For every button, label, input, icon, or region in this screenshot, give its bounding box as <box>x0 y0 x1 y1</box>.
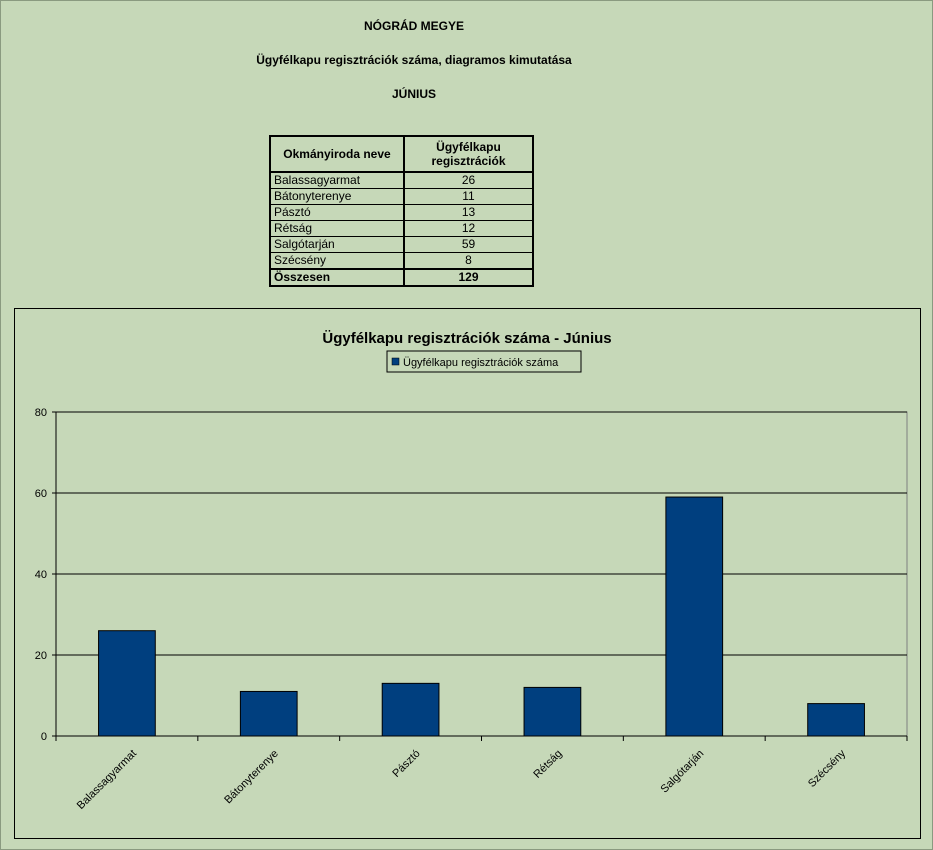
col-header-registrations: Ügyfélkapu regisztrációk <box>403 135 534 173</box>
office-name: Rétság <box>269 220 405 237</box>
x-tick-label: Bátonyterenye <box>222 748 281 807</box>
bar <box>523 686 582 737</box>
y-tick-label: 60 <box>35 488 47 500</box>
bar <box>665 496 724 737</box>
bar <box>239 690 298 737</box>
col-header-line2: regisztrációk <box>431 154 506 168</box>
x-tick-label: Szécsény <box>806 747 849 790</box>
chart-title: Ügyfélkapu regisztrációk száma - Június <box>322 330 611 347</box>
x-tick-label: Pásztó <box>390 748 422 780</box>
col-header-line1: Ügyfélkapu <box>436 140 501 154</box>
report-subtitle: Ügyfélkapu regisztrációk száma, diagramo… <box>256 53 572 67</box>
col-header-office: Okmányiroda neve <box>269 135 405 173</box>
total-label: Összesen <box>269 268 405 287</box>
y-tick-label: 0 <box>41 731 47 743</box>
x-tick-label: Salgótarján <box>659 748 707 796</box>
month-heading: JÚNIUS <box>391 87 436 101</box>
office-name: Balassagyarmat <box>269 171 405 189</box>
x-tick-label: Rétság <box>531 748 564 781</box>
office-name: Salgótarján <box>269 236 405 253</box>
registration-table: Okmányiroda neve Ügyfélkapu regisztráció… <box>269 135 534 287</box>
registration-count: 13 <box>403 204 534 221</box>
x-tick-label: Balassagyarmat <box>75 748 139 812</box>
total-value: 129 <box>403 268 534 287</box>
table-row: Salgótarján 59 <box>269 236 534 253</box>
bar <box>807 703 865 737</box>
table-row: Rétság 12 <box>269 220 534 237</box>
bar <box>98 630 156 737</box>
office-name: Pásztó <box>269 204 405 221</box>
table-row: Pásztó 13 <box>269 204 534 221</box>
registration-count: 12 <box>403 220 534 237</box>
table-row: Szécsény 8 <box>269 252 534 270</box>
y-tick-label: 20 <box>35 650 47 662</box>
registration-count: 8 <box>403 252 534 270</box>
y-tick-label: 80 <box>35 407 47 419</box>
office-name: Szécsény <box>269 252 405 270</box>
bar <box>381 682 440 737</box>
y-tick-label: 40 <box>35 569 47 581</box>
chart-area: Ügyfélkapu regisztrációk száma - Június Ü… <box>14 308 921 839</box>
legend-box <box>386 350 582 373</box>
registration-count: 26 <box>403 171 534 189</box>
registration-count: 11 <box>403 188 534 205</box>
county-heading: NÓGRÁD MEGYE <box>363 19 464 33</box>
table-header-row: Okmányiroda neve Ügyfélkapu regisztráció… <box>269 135 534 173</box>
office-name: Bátonyterenye <box>269 188 405 205</box>
table-row: Bátonyterenye 11 <box>269 188 534 205</box>
legend-label: Ügyfélkapu regisztrációk száma <box>403 357 559 369</box>
table-row: Balassagyarmat 26 <box>269 171 534 189</box>
bar-chart: Ügyfélkapu regisztrációk száma - Június Ü… <box>35 330 908 812</box>
registration-count: 59 <box>403 236 534 253</box>
table-total-row: Összesen 129 <box>269 268 534 287</box>
legend-swatch <box>391 357 400 366</box>
